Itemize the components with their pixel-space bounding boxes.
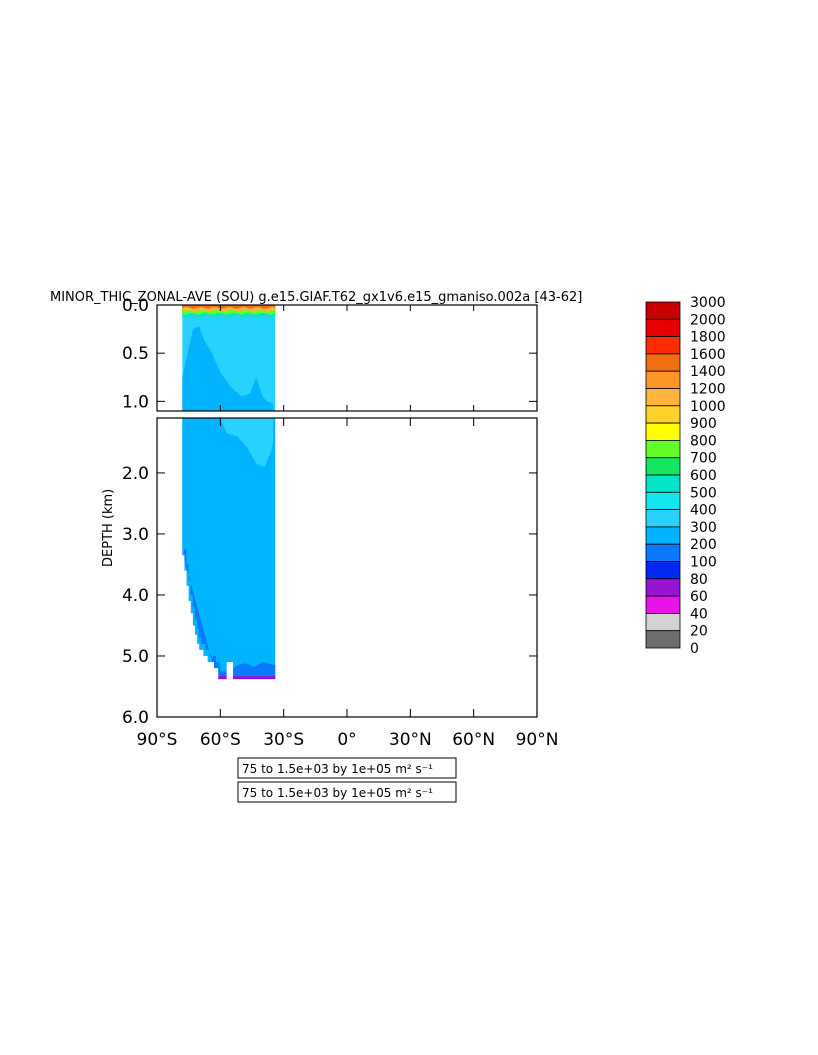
x-tick-label: 0°	[337, 730, 356, 750]
colorbar-swatch	[645, 318, 681, 337]
x-tick-label: 60°S	[200, 730, 241, 750]
y-tick-label: 6.0	[122, 708, 149, 728]
colorbar-label: 700	[690, 451, 717, 467]
colorbar-swatch	[645, 388, 681, 407]
colorbar-swatch	[645, 370, 681, 389]
contour-info-box-2	[237, 781, 457, 803]
y-tick-label: 0.0	[122, 296, 149, 316]
colorbar-label: 3000	[690, 295, 726, 311]
colorbar-swatch	[645, 561, 681, 580]
x-tick-label: 60°N	[452, 730, 495, 750]
x-tick-label: 90°S	[137, 730, 178, 750]
colorbar-swatch	[645, 509, 681, 528]
y-tick-label: 1.0	[122, 392, 149, 412]
y-axis-label: DEPTH (km)	[101, 489, 116, 567]
colorbar-label: 1600	[690, 347, 726, 363]
x-tick-label: 30°S	[263, 730, 304, 750]
colorbar-label: 40	[690, 606, 708, 622]
colorbar-label: 1400	[690, 364, 726, 380]
colorbar-swatch	[645, 439, 681, 459]
colorbar-label: 2000	[690, 312, 726, 328]
colorbar-label: 800	[690, 433, 717, 449]
colorbar-swatch	[645, 405, 681, 424]
colorbar-swatch	[645, 491, 681, 510]
colorbar-swatch	[645, 474, 681, 493]
colorbar-swatch	[645, 457, 681, 476]
y-tick-label: 4.0	[122, 586, 149, 606]
colorbar-label: 200	[690, 537, 717, 553]
colorbar-swatch	[645, 613, 681, 632]
colorbar-label: 20	[690, 624, 708, 640]
colorbar-label: 1200	[690, 382, 726, 398]
colorbar: 3000200018001600140012001000900800700600…	[645, 295, 726, 657]
colorbar-label: 1000	[690, 399, 726, 415]
upper-panel-field	[182, 305, 276, 411]
lower-panel-field	[157, 418, 276, 717]
y-tick-label: 3.0	[122, 525, 149, 545]
y-tick-label: 0.5	[122, 344, 149, 364]
contour-info-2: 75 to 1.5e+03 by 1e+05 m² s⁻¹	[242, 786, 433, 800]
colorbar-label: 1800	[690, 330, 726, 346]
colorbar-swatch	[645, 543, 681, 562]
colorbar-swatch	[645, 353, 681, 372]
bottom-floor-region	[218, 676, 276, 680]
colorbar-label: 400	[690, 503, 717, 519]
axes: 90°S 60°S 30°S 0° 30°N 60°N 90°N 0.0 0.5 1.0 2.0 3.…	[122, 296, 558, 750]
colorbar-label: 0	[690, 641, 699, 657]
chart-title: MINOR_THIC_ZONAL-AVE (SOU) g.e15.GIAF.T6…	[50, 290, 582, 305]
contour-info-1: 75 to 1.5e+03 by 1e+05 m² s⁻¹	[242, 762, 433, 776]
colorbar-swatch	[645, 422, 681, 441]
y-tick-label: 2.0	[122, 464, 149, 484]
contour-info-box-1	[237, 757, 457, 779]
colorbar-swatch	[645, 578, 681, 597]
surface-band	[182, 305, 276, 309]
x-tick-label: 30°N	[389, 730, 432, 750]
colorbar-label: 300	[690, 520, 717, 536]
y-tick-label: 5.0	[122, 647, 149, 667]
colorbar-swatch	[645, 630, 681, 649]
x-tick-label: 90°N	[516, 730, 559, 750]
colorbar-swatch	[645, 595, 681, 614]
colorbar-label: 900	[690, 416, 717, 432]
colorbar-swatch	[645, 301, 681, 320]
colorbar-swatch	[645, 526, 681, 545]
colorbar-label: 60	[690, 589, 708, 605]
colorbar-label: 600	[690, 468, 717, 484]
colorbar-swatch	[645, 336, 681, 355]
colorbar-label: 100	[690, 555, 717, 571]
lower-cyan-region	[220, 418, 274, 467]
bottom-edge-region	[182, 549, 276, 684]
colorbar-label: 500	[690, 485, 717, 501]
upper-deep-blue-region	[182, 326, 274, 411]
colorbar-label: 80	[690, 572, 708, 588]
